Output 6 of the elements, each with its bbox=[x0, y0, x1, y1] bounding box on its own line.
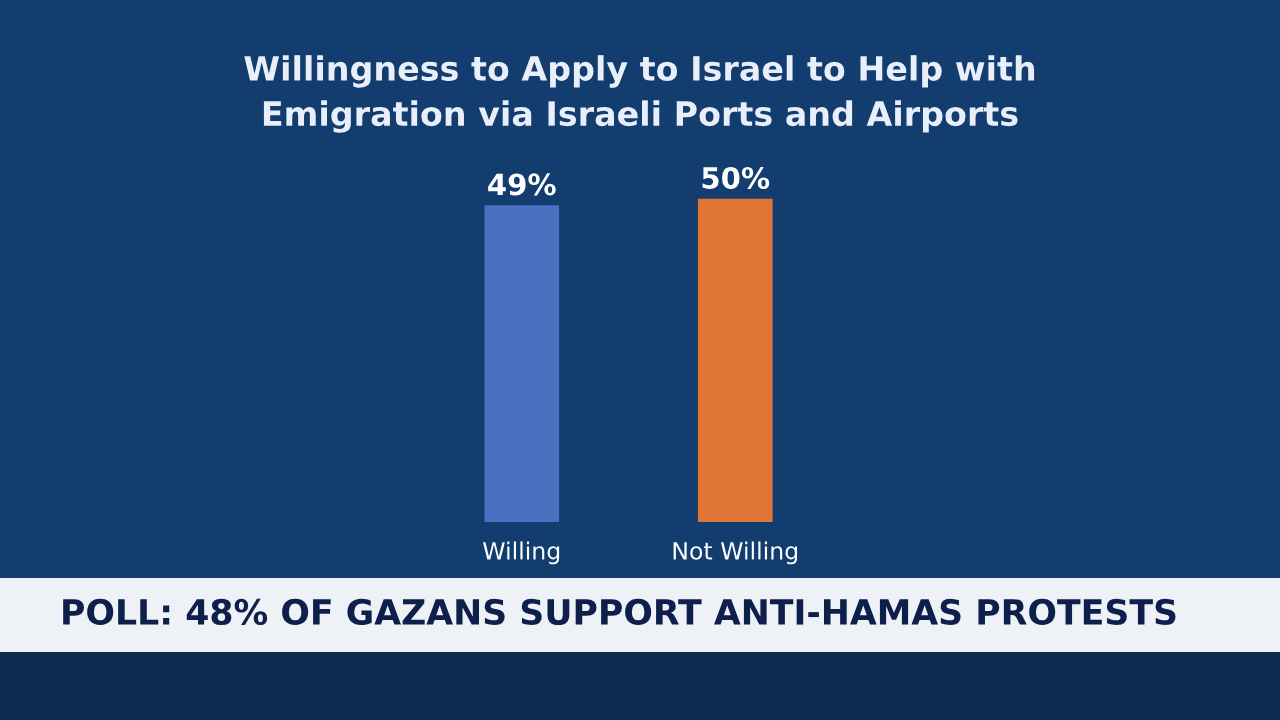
x-tick-label: Not Willing bbox=[673, 541, 798, 565]
data-label: 49% bbox=[488, 173, 556, 196]
data-label: 50% bbox=[702, 166, 770, 189]
chart-title: Willingness to Apply to Israel to Help with Emigration via Israeli Ports and Airports bbox=[244, 55, 1035, 133]
x-tick-label: Willing bbox=[483, 541, 560, 565]
text: POLL: 48% OF GAZANS SUPPORT ANTI-HAMAS PROTESTS bbox=[63, 598, 1176, 626]
